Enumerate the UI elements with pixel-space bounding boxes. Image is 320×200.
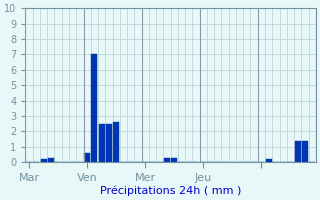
Bar (164, 158, 170, 162)
Bar (106, 124, 112, 162)
Bar (91, 54, 98, 162)
Bar (171, 158, 177, 162)
Bar (302, 141, 308, 162)
Bar (266, 159, 272, 162)
Bar (113, 122, 119, 162)
Bar (48, 158, 54, 162)
Bar (99, 124, 105, 162)
Bar (41, 159, 47, 162)
X-axis label: Précipitations 24h ( mm ): Précipitations 24h ( mm ) (100, 185, 241, 196)
Bar (84, 153, 90, 162)
Bar (295, 141, 301, 162)
